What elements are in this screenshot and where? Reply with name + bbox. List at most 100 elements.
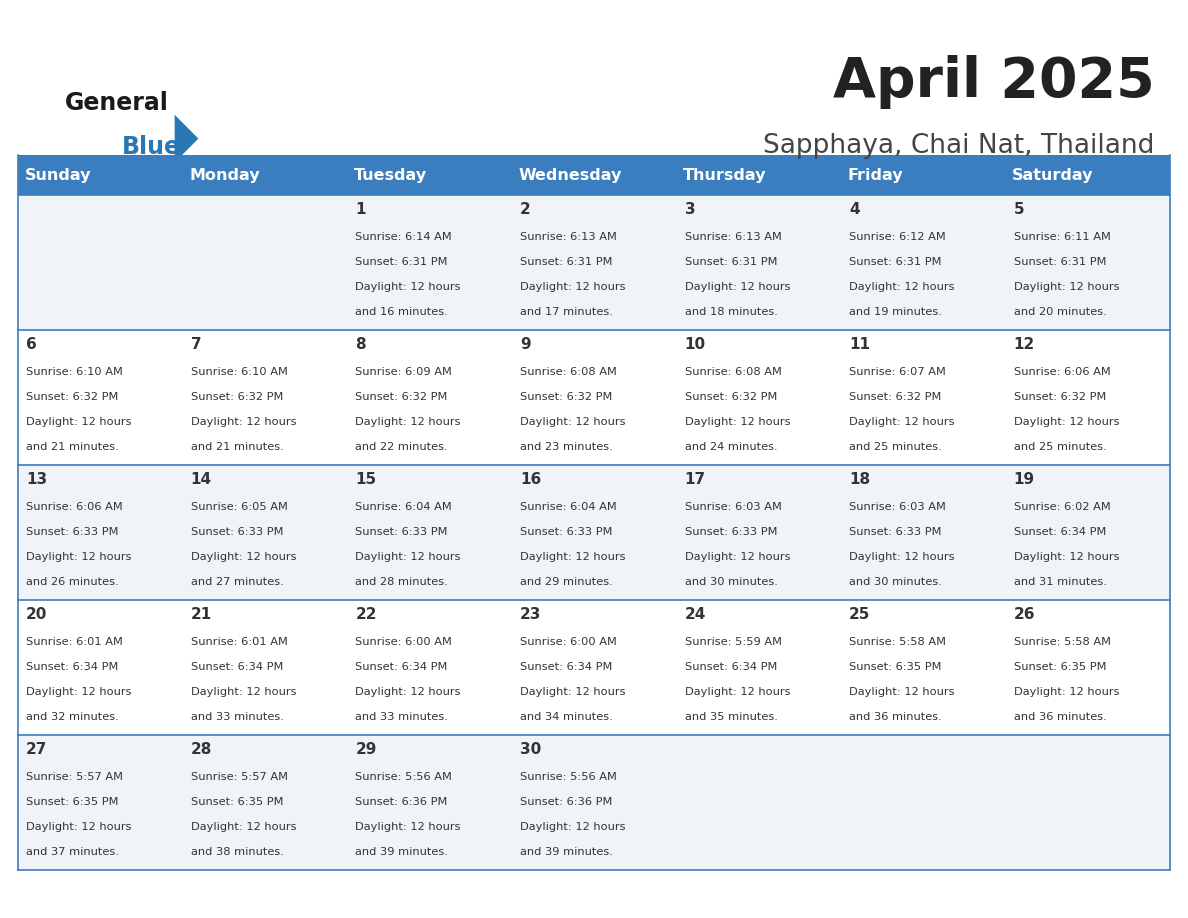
Text: Sunset: 6:36 PM: Sunset: 6:36 PM bbox=[520, 797, 612, 807]
Text: Daylight: 12 hours: Daylight: 12 hours bbox=[520, 417, 625, 427]
Text: and 33 minutes.: and 33 minutes. bbox=[191, 711, 284, 722]
Text: Daylight: 12 hours: Daylight: 12 hours bbox=[1013, 687, 1119, 697]
Text: 28: 28 bbox=[191, 743, 213, 757]
Text: Sunrise: 6:03 AM: Sunrise: 6:03 AM bbox=[849, 502, 946, 511]
Text: Sunset: 6:32 PM: Sunset: 6:32 PM bbox=[849, 392, 941, 402]
Text: 6: 6 bbox=[26, 337, 37, 353]
Text: and 21 minutes.: and 21 minutes. bbox=[26, 442, 119, 452]
Text: Sunset: 6:34 PM: Sunset: 6:34 PM bbox=[355, 662, 448, 672]
Polygon shape bbox=[175, 115, 198, 162]
Text: and 31 minutes.: and 31 minutes. bbox=[1013, 577, 1106, 587]
Bar bbox=[841, 155, 1005, 195]
Text: and 24 minutes.: and 24 minutes. bbox=[684, 442, 777, 452]
Text: 29: 29 bbox=[355, 743, 377, 757]
Text: 11: 11 bbox=[849, 337, 870, 353]
Text: 30: 30 bbox=[520, 743, 542, 757]
Text: and 21 minutes.: and 21 minutes. bbox=[191, 442, 284, 452]
Text: 12: 12 bbox=[1013, 337, 1035, 353]
Text: and 38 minutes.: and 38 minutes. bbox=[191, 846, 284, 856]
Text: and 39 minutes.: and 39 minutes. bbox=[355, 846, 448, 856]
Text: Sunset: 6:33 PM: Sunset: 6:33 PM bbox=[191, 527, 283, 537]
Text: and 19 minutes.: and 19 minutes. bbox=[849, 307, 942, 317]
Text: Sunrise: 6:04 AM: Sunrise: 6:04 AM bbox=[355, 502, 453, 511]
Text: Daylight: 12 hours: Daylight: 12 hours bbox=[355, 822, 461, 832]
Text: Sunrise: 5:59 AM: Sunrise: 5:59 AM bbox=[684, 637, 782, 646]
Text: Sunrise: 6:08 AM: Sunrise: 6:08 AM bbox=[520, 366, 617, 376]
Text: Sunset: 6:32 PM: Sunset: 6:32 PM bbox=[1013, 392, 1106, 402]
Text: Daylight: 12 hours: Daylight: 12 hours bbox=[520, 687, 625, 697]
Text: Sunset: 6:33 PM: Sunset: 6:33 PM bbox=[355, 527, 448, 537]
Text: Daylight: 12 hours: Daylight: 12 hours bbox=[191, 552, 296, 562]
Text: Sunrise: 6:01 AM: Sunrise: 6:01 AM bbox=[191, 637, 287, 646]
Text: Daylight: 12 hours: Daylight: 12 hours bbox=[1013, 282, 1119, 292]
Text: Daylight: 12 hours: Daylight: 12 hours bbox=[520, 282, 625, 292]
Text: and 32 minutes.: and 32 minutes. bbox=[26, 711, 119, 722]
Text: and 39 minutes.: and 39 minutes. bbox=[520, 846, 613, 856]
Text: and 33 minutes.: and 33 minutes. bbox=[355, 711, 448, 722]
Text: Daylight: 12 hours: Daylight: 12 hours bbox=[520, 552, 625, 562]
Text: and 27 minutes.: and 27 minutes. bbox=[191, 577, 284, 587]
Text: Sunrise: 6:06 AM: Sunrise: 6:06 AM bbox=[26, 502, 124, 511]
Text: and 30 minutes.: and 30 minutes. bbox=[849, 577, 942, 587]
Text: Daylight: 12 hours: Daylight: 12 hours bbox=[26, 417, 132, 427]
Text: Sunrise: 6:03 AM: Sunrise: 6:03 AM bbox=[684, 502, 782, 511]
Text: 25: 25 bbox=[849, 608, 871, 622]
Text: and 25 minutes.: and 25 minutes. bbox=[1013, 442, 1106, 452]
Text: and 35 minutes.: and 35 minutes. bbox=[684, 711, 777, 722]
Text: and 37 minutes.: and 37 minutes. bbox=[26, 846, 119, 856]
Text: 5: 5 bbox=[1013, 202, 1024, 218]
Text: Daylight: 12 hours: Daylight: 12 hours bbox=[684, 687, 790, 697]
Text: Sunset: 6:33 PM: Sunset: 6:33 PM bbox=[849, 527, 942, 537]
Text: 26: 26 bbox=[1013, 608, 1035, 622]
Bar bbox=[1005, 155, 1170, 195]
Text: Sunset: 6:35 PM: Sunset: 6:35 PM bbox=[849, 662, 942, 672]
Text: Sunset: 6:33 PM: Sunset: 6:33 PM bbox=[26, 527, 119, 537]
Text: 22: 22 bbox=[355, 608, 377, 622]
Text: and 36 minutes.: and 36 minutes. bbox=[1013, 711, 1106, 722]
Text: and 22 minutes.: and 22 minutes. bbox=[355, 442, 448, 452]
Text: Sunset: 6:31 PM: Sunset: 6:31 PM bbox=[1013, 257, 1106, 267]
Bar bbox=[18, 195, 1170, 330]
Text: Daylight: 12 hours: Daylight: 12 hours bbox=[520, 822, 625, 832]
Text: and 30 minutes.: and 30 minutes. bbox=[684, 577, 777, 587]
Text: Sunrise: 6:00 AM: Sunrise: 6:00 AM bbox=[355, 637, 453, 646]
Text: Saturday: Saturday bbox=[1012, 167, 1093, 183]
Text: Sunset: 6:31 PM: Sunset: 6:31 PM bbox=[520, 257, 613, 267]
Text: Sunset: 6:34 PM: Sunset: 6:34 PM bbox=[191, 662, 283, 672]
Text: Sunrise: 6:11 AM: Sunrise: 6:11 AM bbox=[1013, 231, 1111, 241]
Text: 2: 2 bbox=[520, 202, 531, 218]
Text: 24: 24 bbox=[684, 608, 706, 622]
Text: Daylight: 12 hours: Daylight: 12 hours bbox=[684, 552, 790, 562]
Text: 16: 16 bbox=[520, 473, 542, 487]
Text: 15: 15 bbox=[355, 473, 377, 487]
Text: 14: 14 bbox=[191, 473, 211, 487]
Text: Tuesday: Tuesday bbox=[354, 167, 426, 183]
Text: Sunset: 6:34 PM: Sunset: 6:34 PM bbox=[684, 662, 777, 672]
Text: Sunrise: 6:13 AM: Sunrise: 6:13 AM bbox=[520, 231, 617, 241]
Text: and 26 minutes.: and 26 minutes. bbox=[26, 577, 119, 587]
Text: Sunset: 6:33 PM: Sunset: 6:33 PM bbox=[520, 527, 613, 537]
Text: and 20 minutes.: and 20 minutes. bbox=[1013, 307, 1106, 317]
Text: April 2025: April 2025 bbox=[833, 55, 1155, 109]
Text: Sunrise: 6:10 AM: Sunrise: 6:10 AM bbox=[191, 366, 287, 376]
Text: 4: 4 bbox=[849, 202, 860, 218]
Text: Sunset: 6:31 PM: Sunset: 6:31 PM bbox=[355, 257, 448, 267]
Text: 7: 7 bbox=[191, 337, 202, 353]
Text: Sunrise: 5:56 AM: Sunrise: 5:56 AM bbox=[355, 772, 453, 782]
Text: Daylight: 12 hours: Daylight: 12 hours bbox=[355, 687, 461, 697]
Text: Daylight: 12 hours: Daylight: 12 hours bbox=[684, 282, 790, 292]
Bar bbox=[512, 155, 676, 195]
Bar bbox=[18, 735, 1170, 870]
Text: Sunset: 6:33 PM: Sunset: 6:33 PM bbox=[684, 527, 777, 537]
Text: 3: 3 bbox=[684, 202, 695, 218]
Text: and 16 minutes.: and 16 minutes. bbox=[355, 307, 448, 317]
Text: Sunset: 6:32 PM: Sunset: 6:32 PM bbox=[191, 392, 283, 402]
Text: Sunrise: 5:57 AM: Sunrise: 5:57 AM bbox=[26, 772, 124, 782]
Text: Sunset: 6:34 PM: Sunset: 6:34 PM bbox=[1013, 527, 1106, 537]
Text: 17: 17 bbox=[684, 473, 706, 487]
Text: 19: 19 bbox=[1013, 473, 1035, 487]
Text: Daylight: 12 hours: Daylight: 12 hours bbox=[26, 687, 132, 697]
Text: Sunrise: 6:13 AM: Sunrise: 6:13 AM bbox=[684, 231, 782, 241]
Text: 18: 18 bbox=[849, 473, 871, 487]
Text: and 18 minutes.: and 18 minutes. bbox=[684, 307, 777, 317]
